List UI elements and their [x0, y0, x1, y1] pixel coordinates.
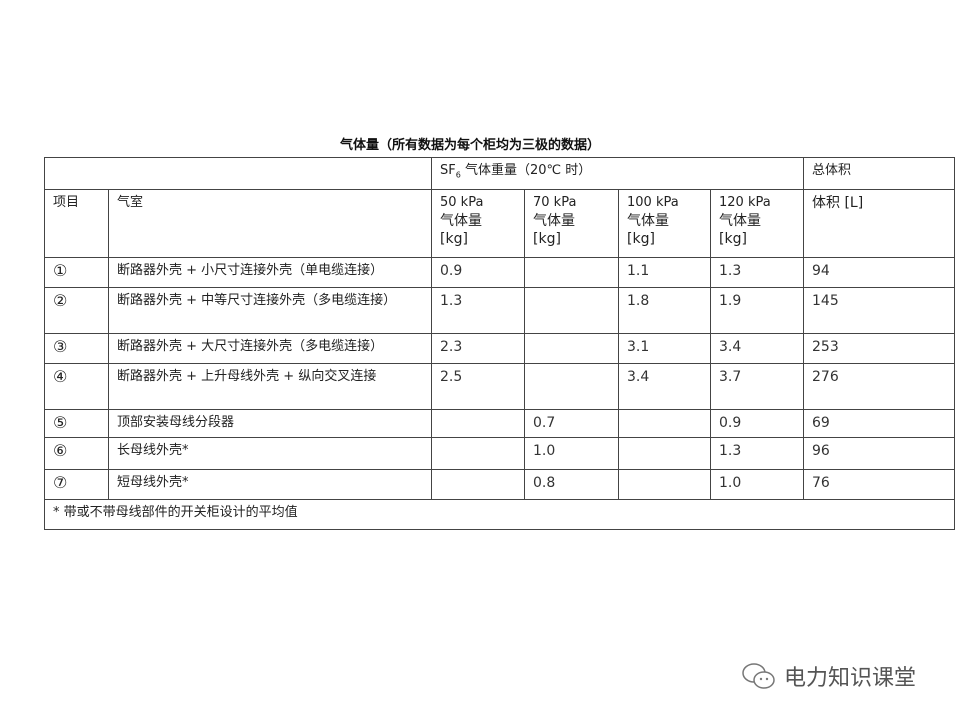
value-70kpa: [524, 362, 619, 410]
value-100kpa: 3.1: [618, 332, 711, 364]
footnote: * 带或不带母线部件的开关柜设计的平均值: [44, 498, 955, 530]
table-title: 气体量（所有数据为每个柜均为三极的数据）: [339, 138, 600, 153]
volume: 145: [803, 286, 955, 334]
table-row: ⑤ 顶部安装母线分段器 0.7 0.9 69: [44, 408, 955, 438]
value-120kpa: 1.9: [710, 286, 804, 334]
value-50kpa: [431, 436, 525, 470]
footnote-row: * 带或不带母线部件的开关柜设计的平均值: [44, 498, 955, 530]
volume: 276: [803, 362, 955, 410]
header-row-2: 项目 气室 50 kPa 气体量 [kg] 70 kPa 气体量 [kg] 100 kP…: [44, 188, 955, 258]
volume: 69: [803, 408, 955, 438]
value-50kpa: 2.5: [431, 362, 525, 410]
value-120kpa: 3.4: [710, 332, 804, 364]
sf6-header: SF6 气体重量（20℃ 时）: [431, 157, 804, 190]
table-row: ② 断路器外壳 + 中等尺寸连接外壳（多电缆连接） 1.3 1.8 1.9 145: [44, 286, 955, 334]
value-120kpa: 1.0: [710, 468, 804, 500]
value-50kpa: 1.3: [431, 286, 525, 334]
row-number: ④: [44, 362, 109, 410]
value-50kpa: [431, 408, 525, 438]
chamber-name: 断路器外壳 + 上升母线外壳 + 纵向交叉连接: [108, 362, 432, 410]
item-header: 项目: [44, 188, 109, 258]
value-70kpa: [524, 286, 619, 334]
value-120kpa: 0.9: [710, 408, 804, 438]
pressure-header: 100 kPa 气体量 [kg]: [618, 188, 711, 258]
value-70kpa: 0.8: [524, 468, 619, 500]
value-100kpa: [618, 436, 711, 470]
value-100kpa: [618, 468, 711, 500]
volume: 94: [803, 256, 955, 288]
table-row: ⑥ 长母线外壳* 1.0 1.3 96: [44, 436, 955, 470]
pressure-header: 120 kPa 气体量 [kg]: [710, 188, 804, 258]
value-70kpa: [524, 256, 619, 288]
value-100kpa: [618, 408, 711, 438]
watermark-text: 电力知识课堂: [784, 666, 917, 691]
table-row: ④ 断路器外壳 + 上升母线外壳 + 纵向交叉连接 2.5 3.4 3.7 276: [44, 362, 955, 410]
row-number: ③: [44, 332, 109, 364]
table-row: ① 断路器外壳 + 小尺寸连接外壳（单电缆连接） 0.9 1.1 1.3 94: [44, 256, 955, 288]
volume-header: 体积 [L]: [803, 188, 955, 258]
value-70kpa: [524, 332, 619, 364]
pressure-header: 70 kPa 气体量 [kg]: [524, 188, 619, 258]
table-row: ③ 断路器外壳 + 大尺寸连接外壳（多电缆连接） 2.3 3.1 3.4 253: [44, 332, 955, 364]
chamber-header: 气室: [108, 188, 432, 258]
value-100kpa: 3.4: [618, 362, 711, 410]
value-50kpa: [431, 468, 525, 500]
chamber-name: 断路器外壳 + 大尺寸连接外壳（多电缆连接）: [108, 332, 432, 364]
row-number: ②: [44, 286, 109, 334]
volume: 76: [803, 468, 955, 500]
value-120kpa: 1.3: [710, 436, 804, 470]
value-50kpa: 0.9: [431, 256, 525, 288]
value-120kpa: 1.3: [710, 256, 804, 288]
chamber-name: 短母线外壳*: [108, 468, 432, 500]
empty-header-cell: [44, 157, 432, 190]
chamber-name: 断路器外壳 + 中等尺寸连接外壳（多电缆连接）: [108, 286, 432, 334]
row-number: ⑤: [44, 408, 109, 438]
chamber-name: 断路器外壳 + 小尺寸连接外壳（单电缆连接）: [108, 256, 432, 288]
row-number: ⑦: [44, 468, 109, 500]
value-70kpa: 1.0: [524, 436, 619, 470]
row-number: ①: [44, 256, 109, 288]
chamber-name: 长母线外壳*: [108, 436, 432, 470]
header-row-1: SF6 气体重量（20℃ 时） 总体积: [44, 157, 955, 190]
value-100kpa: 1.1: [618, 256, 711, 288]
value-50kpa: 2.3: [431, 332, 525, 364]
volume: 253: [803, 332, 955, 364]
gas-quantity-table: SF6 气体重量（20℃ 时） 总体积 项目 气室 50 kPa 气体量 [kg] …: [44, 157, 955, 530]
chamber-name: 顶部安装母线分段器: [108, 408, 432, 438]
total-volume-header: 总体积: [803, 157, 955, 190]
watermark: 电力知识课堂: [740, 660, 916, 692]
value-120kpa: 3.7: [710, 362, 804, 410]
row-number: ⑥: [44, 436, 109, 470]
volume: 96: [803, 436, 955, 470]
pressure-header: 50 kPa 气体量 [kg]: [431, 188, 525, 258]
value-70kpa: 0.7: [524, 408, 619, 438]
wechat-icon: [742, 663, 775, 689]
value-100kpa: 1.8: [618, 286, 711, 334]
table-row: ⑦ 短母线外壳* 0.8 1.0 76: [44, 468, 955, 500]
